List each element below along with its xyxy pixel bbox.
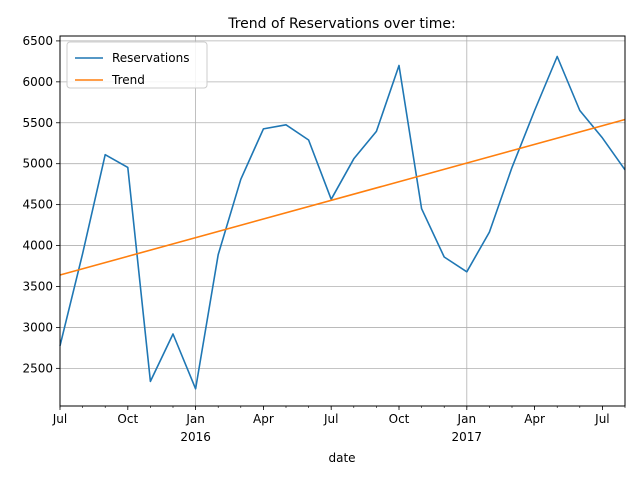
legend-label: Trend [111,73,145,87]
x-tick-label: Apr [253,412,274,426]
y-tick-label: 3000 [22,320,53,334]
x-tick-year-label: 2016 [180,430,211,444]
chart-title: Trend of Reservations over time: [227,16,456,32]
series-line-reservations [59,55,626,390]
x-axis-label: date [328,451,355,465]
legend-box [66,41,208,89]
series-line-trend [59,118,626,276]
y-tick-label: 6500 [22,34,53,48]
x-axis: Jul Oct Jan 2016 Apr Jul Oct Jan 2017 Apr Jul [52,406,626,444]
y-tick-label: 5000 [22,157,53,171]
y-tick-label: 4500 [22,198,53,212]
x-tick-label: Jan [185,412,205,426]
x-tick-label: Jul [594,412,609,426]
y-tick-label: 4000 [22,239,53,253]
x-tick-label: Apr [524,412,545,426]
y-tick-label: 3500 [22,279,53,293]
legend-label: Reservations [112,51,189,65]
x-tick-label: Oct [117,412,138,426]
x-tick-label: Jul [323,412,338,426]
y-tick-label: 5500 [22,116,53,130]
x-tick-year-label: 2017 [452,430,483,444]
legend: Reservations Trend [66,41,208,89]
y-axis: 2500 3000 3500 4000 4500 5000 5500 6000 6500 [22,34,60,375]
series-layer [59,55,626,390]
x-tick-label: Oct [389,412,410,426]
plot-frame [59,35,626,407]
y-tick-label: 2500 [22,361,53,375]
x-tick-label: Jan [457,412,477,426]
y-tick-label: 6000 [22,75,53,89]
x-tick-label: Jul [52,412,67,426]
